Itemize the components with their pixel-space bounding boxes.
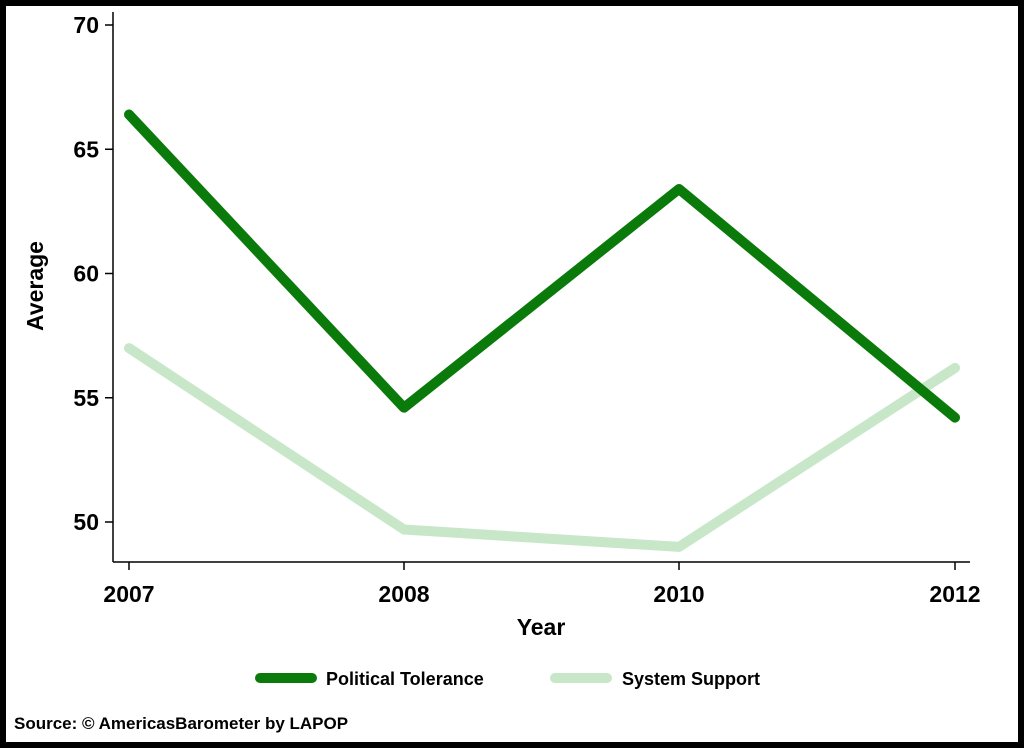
series-layer (124, 109, 960, 552)
x-tick-label: 2007 (103, 581, 154, 607)
axes: 50 55 60 65 70 2007 2008 2010 2012 (73, 12, 981, 607)
legend-label-system-support: System Support (622, 669, 760, 689)
y-tick-label: 55 (73, 385, 99, 411)
source-note: Source: © AmericasBarometer by LAPOP (14, 714, 348, 733)
legend-label-political-tolerance: Political Tolerance (326, 669, 484, 689)
x-tick-label: 2012 (929, 581, 980, 607)
y-tick-label: 70 (73, 12, 99, 38)
legend: Political Tolerance System Support (255, 669, 760, 689)
y-tick-label: 50 (73, 509, 99, 535)
y-axis-title: Average (22, 241, 48, 331)
y-tick-label: 60 (73, 261, 99, 287)
series-line-system-support (124, 343, 960, 552)
x-tick-label: 2008 (378, 581, 429, 607)
y-tick-label: 65 (73, 136, 99, 162)
series-line-political-tolerance (124, 109, 960, 423)
x-tick-label: 2010 (653, 581, 704, 607)
x-axis-title: Year (517, 614, 566, 640)
